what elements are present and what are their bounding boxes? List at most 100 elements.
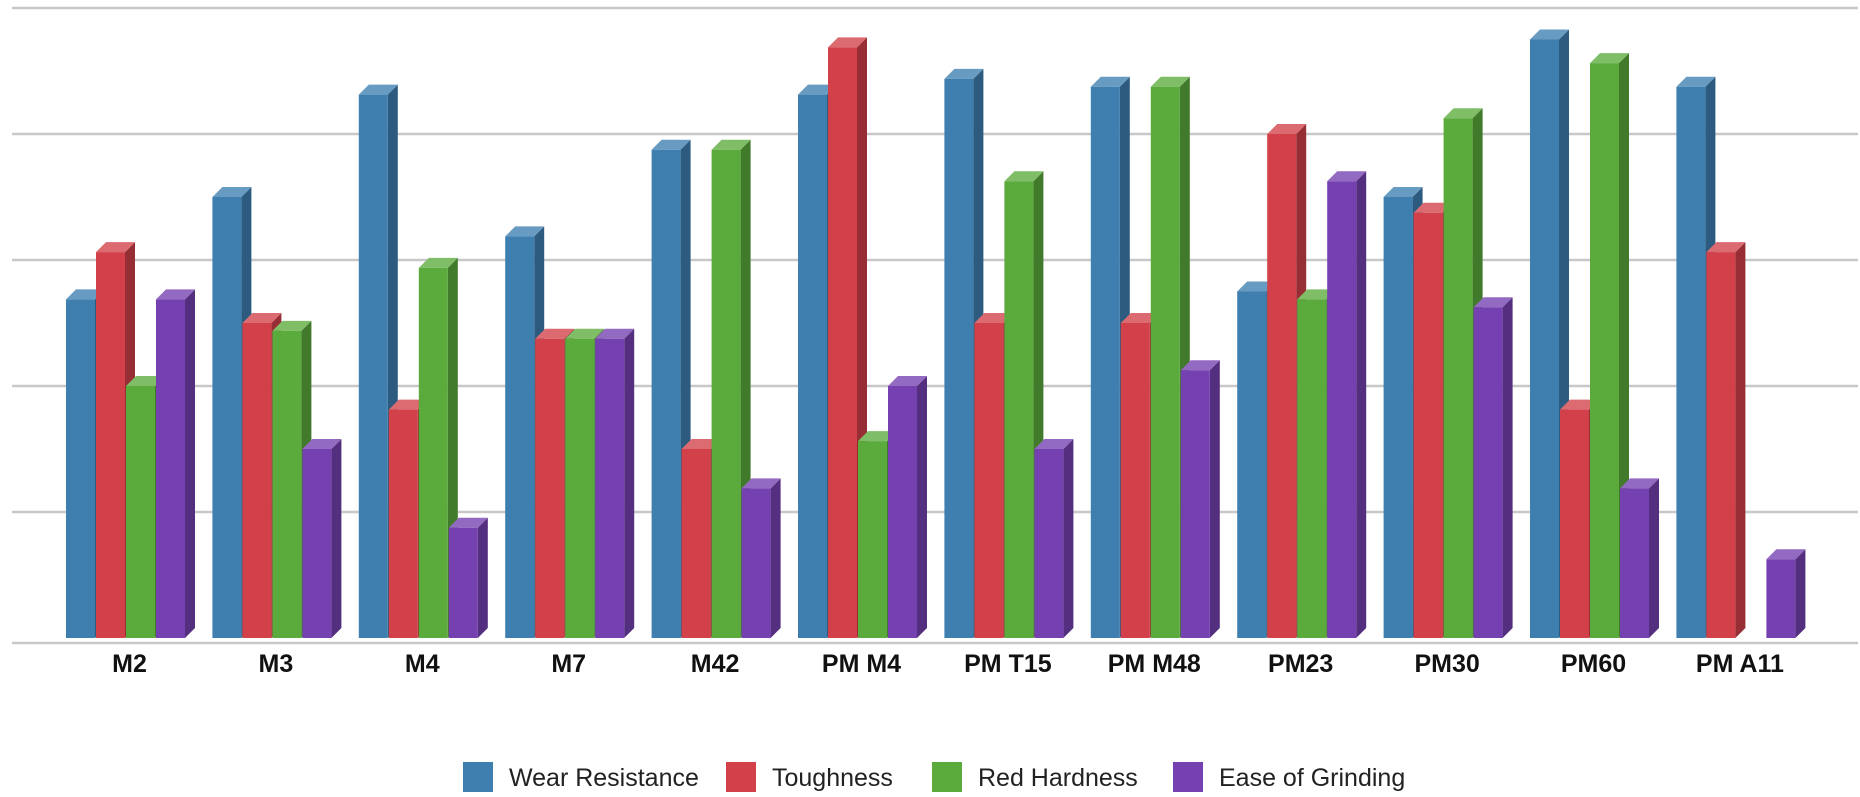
bar-front [974, 323, 1004, 638]
x-tick-label: M42 [691, 650, 740, 678]
bar-group [1237, 124, 1367, 638]
x-axis-labels: M2 M3 M4 M7 M42 PM M4 PM T15 PM M48 PM23 PM30 PM60… [112, 650, 1784, 678]
bar-top [418, 257, 458, 268]
bar-front [126, 386, 155, 638]
bar-top [505, 226, 545, 237]
bar-side [477, 517, 488, 638]
bar-group [358, 84, 488, 638]
x-tick-label: PM M4 [822, 650, 901, 678]
bar-top [1267, 124, 1307, 134]
bar-top [681, 439, 721, 449]
bar-front [888, 386, 917, 638]
legend-label: Ease of Grinding [1219, 764, 1405, 792]
bar-top [1034, 439, 1074, 449]
bar-front [1676, 86, 1706, 638]
bar [1327, 171, 1367, 638]
x-tick-label: PM M48 [1108, 650, 1201, 678]
legend-swatch [1173, 762, 1203, 792]
bar-front [242, 323, 272, 638]
bar-side [1063, 439, 1074, 638]
bar [1034, 439, 1074, 638]
legend-label: Wear Resistance [509, 764, 699, 792]
bar-front [1413, 212, 1443, 638]
bar-front [565, 338, 595, 638]
bar-front [1034, 449, 1064, 638]
bar-group [651, 139, 781, 638]
bar-top [1297, 289, 1337, 300]
bar-front [1267, 134, 1297, 638]
bar-front [681, 449, 711, 638]
bar-top [96, 242, 135, 253]
bar-front [418, 267, 448, 638]
bar-top [1706, 242, 1746, 253]
bar-side [1502, 297, 1513, 638]
bar-top [242, 313, 282, 323]
bar-front [1327, 181, 1357, 638]
legend-label: Red Hardness [978, 764, 1138, 792]
bar-top [1180, 360, 1220, 371]
bar-top [1237, 281, 1277, 292]
legend-swatch [932, 762, 962, 792]
bar-top [651, 139, 691, 150]
bar-top [1530, 29, 1569, 40]
bar-top [535, 328, 575, 339]
bar [1473, 297, 1513, 638]
bar-top [1413, 202, 1453, 213]
bar-front [1150, 86, 1180, 638]
bar [358, 84, 398, 638]
bar-front [828, 47, 857, 638]
bar-group [798, 37, 927, 638]
bar-top [711, 139, 751, 150]
legend-item: Toughness [726, 762, 893, 792]
bar-front [1090, 86, 1120, 638]
x-tick-label: PM A11 [1696, 650, 1784, 678]
bar-top [388, 399, 428, 410]
bar-group [1530, 29, 1659, 638]
bar-top [272, 320, 312, 331]
bar-side [1356, 171, 1367, 638]
bar-front [272, 330, 302, 638]
bar-front [1180, 370, 1210, 638]
bar-top [741, 478, 781, 489]
bar-front [711, 149, 741, 638]
legend: Wear Resistance Toughness Red Hardness Ease… [463, 762, 1405, 792]
bar-top [565, 328, 605, 339]
legend-item: Wear Resistance [463, 762, 699, 792]
bar-front [741, 488, 771, 638]
x-tick-label: M4 [405, 650, 440, 678]
bar-side [770, 478, 781, 638]
bar-top [1120, 313, 1160, 323]
bar-front [944, 78, 974, 638]
bar-top [448, 517, 488, 528]
bar-side [917, 376, 927, 638]
bar-side [1735, 242, 1746, 638]
bar-front [595, 338, 625, 638]
bar-front [96, 252, 125, 638]
bar-front [156, 299, 185, 638]
bar-group [944, 68, 1074, 638]
bar [1180, 360, 1220, 638]
bar-front [651, 149, 681, 638]
bar [1620, 478, 1659, 638]
bar-top [212, 187, 252, 197]
x-tick-label: PM T15 [964, 650, 1052, 678]
bar-front [1443, 118, 1473, 638]
legend-item: Ease of Grinding [1173, 762, 1405, 792]
bar-top [126, 376, 165, 386]
bar-top [858, 431, 897, 442]
bar-top [1327, 171, 1367, 182]
bar-top [156, 289, 195, 300]
bar-top [302, 439, 342, 449]
bar-top [1560, 399, 1599, 410]
bar-top [1590, 53, 1629, 64]
bar-front [535, 338, 565, 638]
bar-front [1590, 63, 1619, 638]
bar-front [1383, 197, 1413, 638]
bar-group [212, 187, 342, 638]
bar-front [66, 299, 95, 638]
bar-side [624, 328, 635, 638]
bar-top [1473, 297, 1513, 308]
bar-side [1209, 360, 1220, 638]
